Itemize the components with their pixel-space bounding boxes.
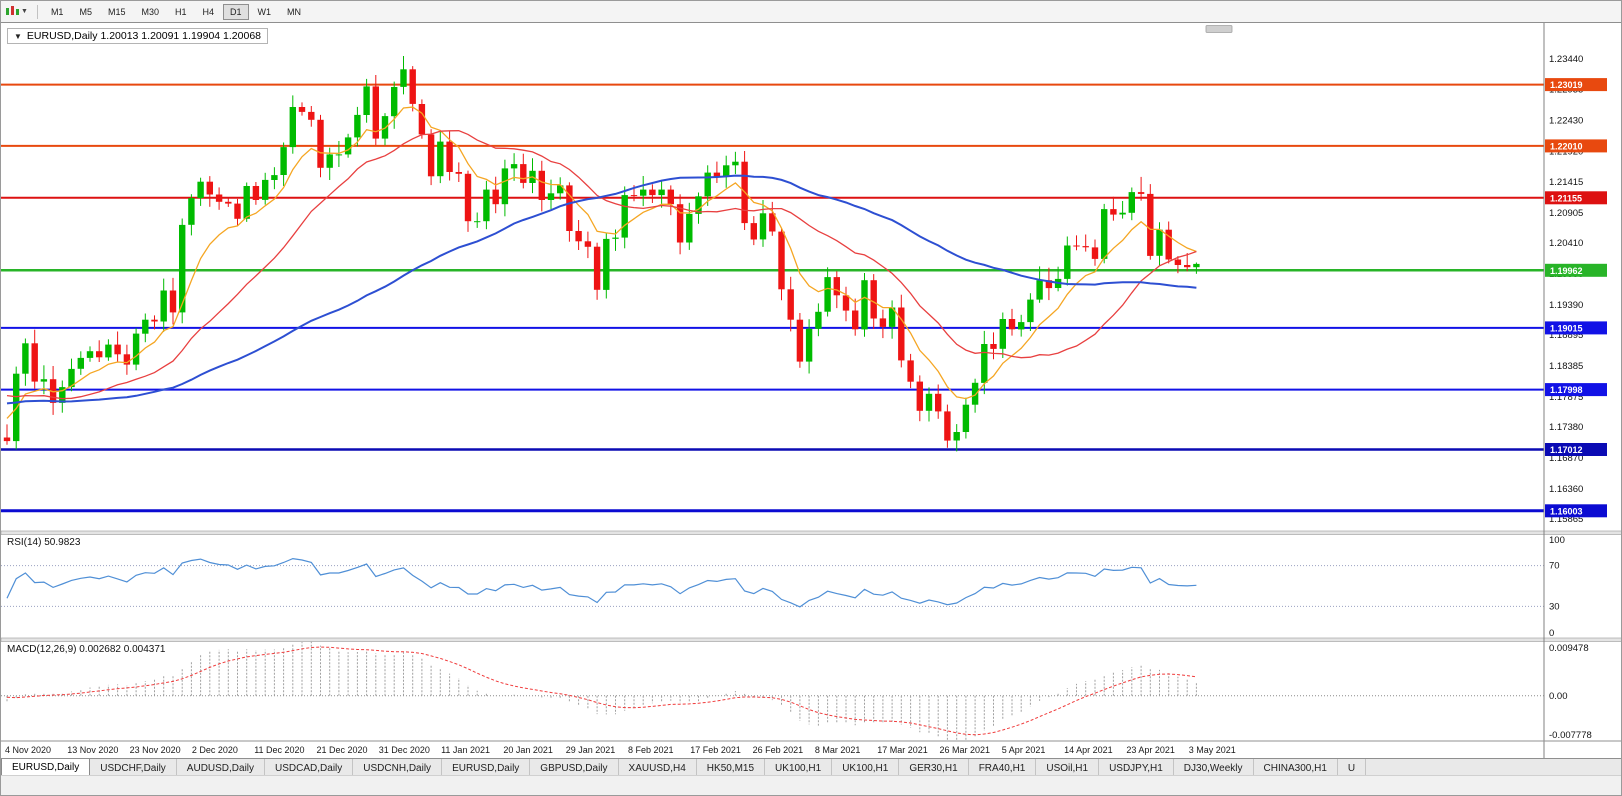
timeframe-button-MN[interactable]: MN <box>280 4 308 20</box>
chart-tab-EURUSD-Daily[interactable]: EURUSD,Daily <box>1 759 91 776</box>
chart-tab-GER30-H1[interactable]: GER30,H1 <box>899 759 969 776</box>
svg-text:0.00: 0.00 <box>1549 691 1568 702</box>
svg-text:8 Mar 2021: 8 Mar 2021 <box>815 745 861 755</box>
svg-text:4 Nov 2020: 4 Nov 2020 <box>5 745 51 755</box>
svg-text:30: 30 <box>1549 601 1560 612</box>
chart-type-icon[interactable] <box>5 5 20 18</box>
svg-text:26 Mar 2021: 26 Mar 2021 <box>940 745 991 755</box>
svg-text:1.17012: 1.17012 <box>1550 445 1583 455</box>
chart-tab-AUDUSD-Daily[interactable]: AUDUSD,Daily <box>176 759 266 776</box>
chart-title-box: ▼ EURUSD,Daily 1.20013 1.20091 1.19904 1.… <box>7 28 269 44</box>
toolbar-separator <box>36 4 38 19</box>
svg-text:11 Jan 2021: 11 Jan 2021 <box>441 745 490 755</box>
svg-text:17 Feb 2021: 17 Feb 2021 <box>690 745 741 755</box>
svg-text:1.21155: 1.21155 <box>1550 193 1582 203</box>
svg-text:1.21415: 1.21415 <box>1549 177 1583 188</box>
status-bar <box>1 775 1621 795</box>
svg-text:0: 0 <box>1549 628 1554 639</box>
svg-text:11 Dec 2020: 11 Dec 2020 <box>254 745 304 755</box>
svg-text:31 Dec 2020: 31 Dec 2020 <box>379 745 430 755</box>
svg-text:1.16360: 1.16360 <box>1549 484 1583 495</box>
timeframe-button-H1[interactable]: H1 <box>168 4 194 20</box>
candlestick-mini-icon <box>6 6 19 15</box>
svg-text:1.17998: 1.17998 <box>1550 385 1583 395</box>
rsi-name: RSI(14) <box>7 537 42 548</box>
svg-text:29 Jan 2021: 29 Jan 2021 <box>566 745 616 755</box>
svg-text:23 Apr 2021: 23 Apr 2021 <box>1126 745 1175 755</box>
svg-text:23 Nov 2020: 23 Nov 2020 <box>130 745 181 755</box>
svg-text:1.23019: 1.23019 <box>1550 80 1583 90</box>
chart-tab-GBPUSD-Daily[interactable]: GBPUSD,Daily <box>530 759 619 776</box>
svg-text:20 Jan 2021: 20 Jan 2021 <box>503 745 553 755</box>
timeframe-buttons-group: M1 M5 M15 M30 H1 H4 D1 W1 MN <box>43 3 309 20</box>
chart-tabs-bar: EURUSD,Daily USDCHF,Daily AUDUSD,Daily USDC… <box>1 758 1621 776</box>
chart-ohlc-values: 1.20013 1.20091 1.19904 1.20068 <box>100 30 262 42</box>
chart-tab-UK100-H1[interactable]: UK100,H1 <box>832 759 900 776</box>
timeframe-button-H4[interactable]: H4 <box>196 4 222 20</box>
svg-text:8 Feb 2021: 8 Feb 2021 <box>628 745 674 755</box>
timeframe-button-M5[interactable]: M5 <box>72 4 99 20</box>
svg-text:100: 100 <box>1549 535 1565 546</box>
svg-text:1.20410: 1.20410 <box>1549 238 1583 249</box>
timeframe-button-D1[interactable]: D1 <box>223 3 249 20</box>
svg-text:1.22010: 1.22010 <box>1550 141 1583 151</box>
chart-tab-UK100-H1[interactable]: UK100,H1 <box>765 759 833 776</box>
timeframe-button-M15[interactable]: M15 <box>101 4 133 20</box>
svg-text:1.23440: 1.23440 <box>1549 54 1583 65</box>
chart-tab-FRA40-H1[interactable]: FRA40,H1 <box>968 759 1037 776</box>
svg-text:13 Nov 2020: 13 Nov 2020 <box>67 745 118 755</box>
svg-text:5 Apr 2021: 5 Apr 2021 <box>1002 745 1046 755</box>
chart-window[interactable]: 1.234401.229351.224301.219201.214151.209… <box>1 23 1621 758</box>
chart-tab-DJ30-Weekly[interactable]: DJ30,Weekly <box>1173 759 1254 776</box>
svg-text:1.16870: 1.16870 <box>1549 453 1583 464</box>
macd-indicator-label: MACD(12,26,9) 0.002682 0.004371 <box>7 644 165 655</box>
macd-values: 0.002682 0.004371 <box>79 644 166 655</box>
chart-tab-EURUSD-Daily[interactable]: EURUSD,Daily <box>442 759 531 776</box>
svg-text:1.19390: 1.19390 <box>1549 300 1583 311</box>
timeframe-toolbar: ▼ M1 M5 M15 M30 H1 H4 D1 W1 MN <box>1 1 1621 23</box>
chart-tab-CHINA300-H1[interactable]: CHINA300,H1 <box>1253 759 1338 776</box>
chart-tab-USDJPY-H1[interactable]: USDJPY,H1 <box>1099 759 1174 776</box>
chart-tab-U[interactable]: U <box>1337 759 1367 776</box>
chart-tab-XAUUSD-H4[interactable]: XAUUSD,H4 <box>618 759 697 776</box>
chart-symbol-period: EURUSD,Daily <box>26 30 98 42</box>
svg-text:1.18895: 1.18895 <box>1549 330 1583 341</box>
svg-text:3 May 2021: 3 May 2021 <box>1189 745 1236 755</box>
svg-text:-0.007778: -0.007778 <box>1549 730 1592 741</box>
rsi-indicator-label: RSI(14) 50.9823 <box>7 537 80 548</box>
svg-text:70: 70 <box>1549 561 1560 572</box>
oneclick-dropdown-icon[interactable]: ▼ <box>14 32 22 41</box>
chart-tab-HK50-M15[interactable]: HK50,M15 <box>696 759 766 776</box>
svg-text:1.22430: 1.22430 <box>1549 115 1583 126</box>
svg-text:17 Mar 2021: 17 Mar 2021 <box>877 745 928 755</box>
chart-type-dropdown-icon[interactable]: ▼ <box>21 8 28 15</box>
svg-text:1.15865: 1.15865 <box>1549 514 1583 525</box>
svg-text:2 Dec 2020: 2 Dec 2020 <box>192 745 238 755</box>
svg-text:1.18385: 1.18385 <box>1549 361 1583 372</box>
svg-text:26 Feb 2021: 26 Feb 2021 <box>753 745 804 755</box>
svg-text:0.009478: 0.009478 <box>1549 643 1589 654</box>
svg-text:1.17380: 1.17380 <box>1549 422 1583 433</box>
svg-text:1.20905: 1.20905 <box>1549 208 1583 219</box>
macd-name: MACD(12,26,9) <box>7 644 77 655</box>
svg-text:1.19015: 1.19015 <box>1550 323 1583 333</box>
chart-tab-USDCAD-Daily[interactable]: USDCAD,Daily <box>265 759 354 776</box>
chart-tab-USOil-H1[interactable]: USOil,H1 <box>1036 759 1100 776</box>
svg-text:1.19962: 1.19962 <box>1550 266 1583 276</box>
timeframe-button-M30[interactable]: M30 <box>134 4 166 20</box>
svg-text:1.16003: 1.16003 <box>1550 506 1583 516</box>
chart-tab-USDCHF-Daily[interactable]: USDCHF,Daily <box>90 759 177 776</box>
rsi-value: 50.9823 <box>44 537 81 548</box>
chart-scrollbar-thumb[interactable] <box>1205 25 1233 33</box>
chart-tab-USDCNH-Daily[interactable]: USDCNH,Daily <box>353 759 443 776</box>
svg-text:1.17875: 1.17875 <box>1549 392 1583 403</box>
timeframe-button-W1[interactable]: W1 <box>251 4 279 20</box>
svg-text:14 Apr 2021: 14 Apr 2021 <box>1064 745 1113 755</box>
timeframe-button-M1[interactable]: M1 <box>44 4 71 20</box>
svg-text:21 Dec 2020: 21 Dec 2020 <box>317 745 368 755</box>
